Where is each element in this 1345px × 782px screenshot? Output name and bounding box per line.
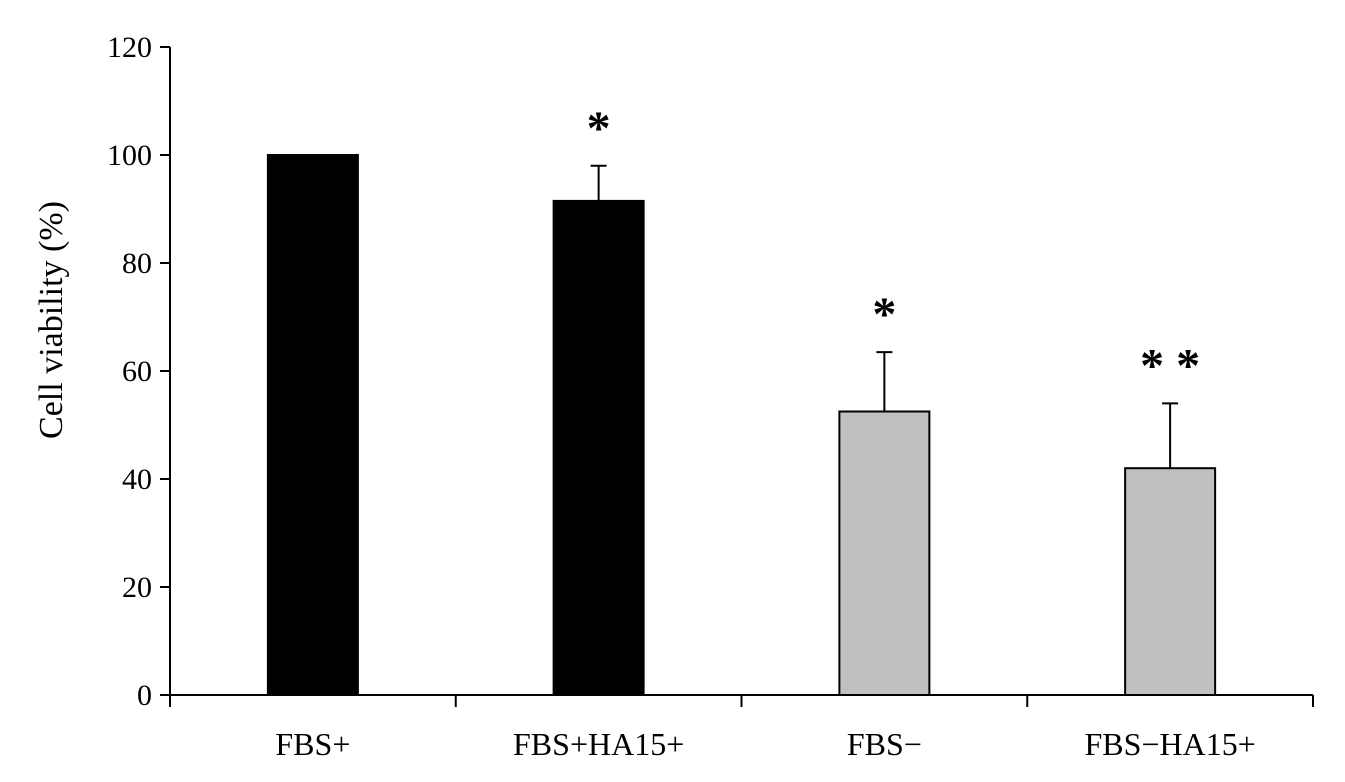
x-category-label: FBS+ [275, 726, 350, 762]
y-axis: 0 20 40 60 80 100 120 [107, 31, 171, 712]
x-category-label: FBS−HA15+ [1085, 726, 1256, 762]
bar [552, 199, 645, 696]
y-axis-label: Cell viability (%) [33, 201, 70, 439]
y-tick-label: 40 [122, 463, 152, 496]
y-tick-label: 100 [107, 139, 152, 172]
bar [1124, 467, 1217, 697]
bar [838, 410, 931, 696]
bars [266, 154, 1217, 697]
significance-marker: * * [1140, 339, 1200, 392]
x-category-label: FBS+HA15+ [513, 726, 684, 762]
significance-markers: * * * * [587, 102, 1201, 393]
y-tick-label: 60 [122, 355, 152, 388]
y-tick-label: 80 [122, 247, 152, 280]
error-bars [304, 154, 1179, 469]
y-tick-label: 0 [137, 679, 152, 712]
significance-marker: * [872, 288, 896, 341]
significance-marker: * [587, 102, 611, 155]
y-tick-label: 20 [122, 571, 152, 604]
y-tick-label: 120 [107, 31, 152, 64]
x-category-label: FBS− [847, 726, 922, 762]
bar [266, 154, 359, 696]
x-axis: FBS+ FBS+HA15+ FBS− FBS−HA15+ [169, 694, 1314, 762]
